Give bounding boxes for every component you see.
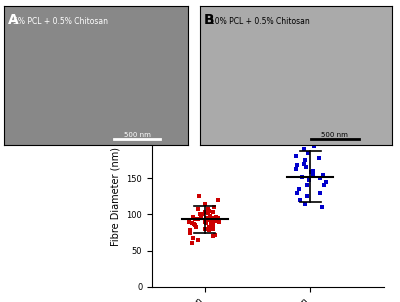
Point	[321, 183, 328, 188]
Point	[305, 150, 311, 155]
Point	[205, 218, 212, 223]
Point	[210, 209, 216, 214]
Text: 500 nm: 500 nm	[321, 132, 348, 138]
Point	[203, 221, 210, 226]
Point	[294, 190, 300, 195]
Point	[214, 198, 221, 202]
Point	[294, 163, 300, 168]
Point	[319, 205, 326, 210]
Point	[208, 216, 215, 220]
Point	[205, 207, 211, 212]
Point	[306, 177, 312, 182]
Point	[292, 136, 299, 141]
Text: 500 nm: 500 nm	[124, 132, 150, 138]
Point	[304, 194, 310, 199]
Point	[310, 172, 316, 177]
Point	[212, 219, 218, 223]
Point	[302, 158, 308, 162]
Y-axis label: Fibre Diameter (nm): Fibre Diameter (nm)	[111, 147, 121, 246]
Point	[200, 212, 206, 217]
Point	[206, 224, 212, 229]
Point	[192, 223, 198, 228]
Point	[311, 143, 318, 148]
Text: B: B	[204, 13, 214, 27]
Point	[198, 214, 204, 219]
Point	[213, 214, 219, 219]
Point	[191, 221, 198, 226]
Point	[189, 235, 196, 240]
Point	[209, 226, 216, 231]
Point	[195, 216, 201, 221]
Point	[210, 223, 216, 228]
Point	[212, 218, 218, 223]
Point	[301, 147, 308, 152]
Point	[296, 187, 302, 191]
Point	[317, 190, 324, 195]
Point	[302, 165, 309, 170]
Point	[301, 161, 307, 166]
Point	[303, 183, 310, 188]
Point	[292, 154, 299, 159]
Point	[320, 172, 326, 177]
Point	[207, 221, 214, 226]
Text: C: C	[64, 97, 74, 111]
Point	[302, 140, 308, 144]
Point	[202, 201, 209, 206]
Text: 10% PCL + 0.5% Chitosan: 10% PCL + 0.5% Chitosan	[210, 17, 309, 26]
Point	[195, 206, 202, 211]
Point	[187, 228, 194, 233]
Point	[203, 216, 209, 220]
Point	[302, 201, 308, 206]
Point	[186, 219, 192, 224]
Point	[296, 198, 303, 202]
Point	[206, 228, 212, 233]
Point	[208, 217, 215, 222]
Text: ***: ***	[248, 101, 267, 114]
Point	[317, 176, 324, 181]
Point	[322, 179, 329, 184]
Point	[207, 214, 214, 218]
Point	[188, 221, 195, 226]
Point	[316, 156, 322, 160]
Text: 5% PCL + 0.5% Chitosan: 5% PCL + 0.5% Chitosan	[13, 17, 108, 26]
Point	[299, 174, 306, 179]
Point	[202, 210, 208, 215]
Point	[196, 194, 202, 199]
Point	[210, 234, 216, 239]
Point	[205, 210, 212, 215]
Point	[190, 215, 197, 220]
Point	[212, 232, 218, 237]
Point	[188, 241, 195, 246]
Point	[211, 205, 218, 210]
Point	[200, 212, 206, 217]
Text: A: A	[8, 13, 18, 27]
Point	[202, 219, 208, 224]
Point	[292, 167, 299, 172]
Point	[197, 212, 203, 217]
Point	[216, 219, 222, 224]
Point	[308, 170, 314, 175]
Point	[193, 225, 199, 230]
Point	[206, 208, 213, 213]
Point	[192, 216, 198, 221]
Point	[215, 216, 221, 220]
Point	[202, 226, 208, 231]
Point	[186, 230, 193, 235]
Point	[195, 237, 202, 242]
Point	[310, 169, 316, 173]
